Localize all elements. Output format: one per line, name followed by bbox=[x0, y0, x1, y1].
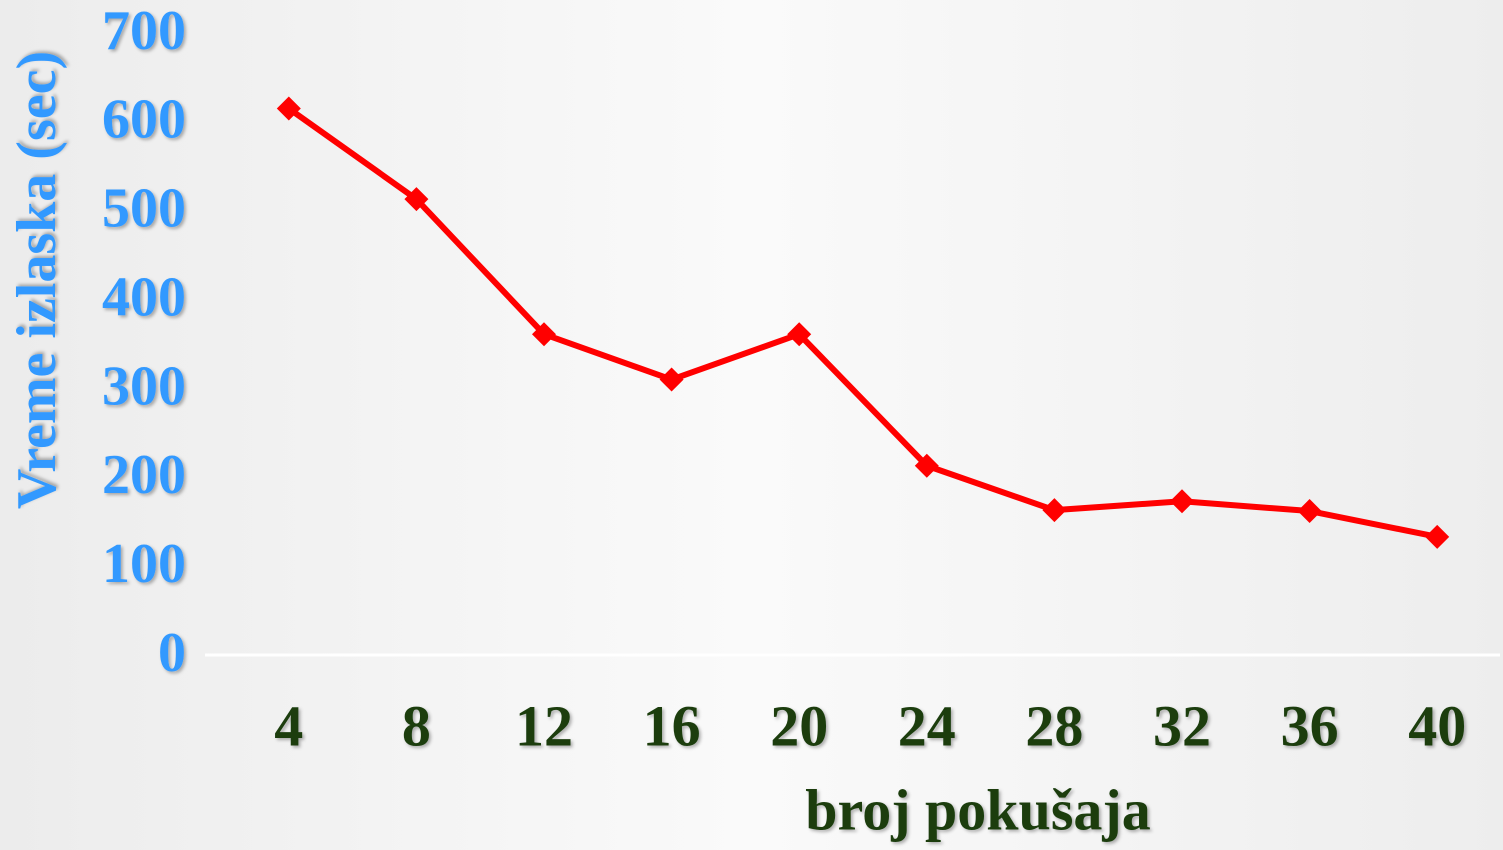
y-tick-label: 700 bbox=[102, 0, 186, 62]
marker bbox=[787, 322, 812, 347]
x-tick-label: 8 bbox=[402, 693, 431, 758]
x-tick-label: 4 bbox=[274, 693, 303, 758]
marker bbox=[1042, 498, 1067, 523]
y-tick-label: 100 bbox=[102, 533, 186, 595]
y-tick-label: 0 bbox=[158, 622, 186, 684]
x-axis-title: broj pokušaja bbox=[805, 777, 1150, 842]
y-tick-label: 500 bbox=[102, 178, 186, 240]
x-tick-label: 40 bbox=[1408, 693, 1466, 758]
x-tick-label: 12 bbox=[515, 693, 573, 758]
y-tick-label: 600 bbox=[102, 89, 186, 151]
marker bbox=[1170, 489, 1194, 514]
marker bbox=[404, 187, 429, 212]
x-tick-label: 24 bbox=[898, 693, 956, 758]
marker bbox=[1425, 524, 1450, 549]
y-axis-title: Vreme izlaska (sec) bbox=[6, 51, 68, 509]
x-tick-label: 28 bbox=[1025, 693, 1083, 758]
x-tick-label: 32 bbox=[1153, 693, 1211, 758]
x-tick-label: 16 bbox=[643, 693, 701, 758]
marker bbox=[276, 96, 301, 121]
line bbox=[287, 106, 1438, 540]
marker bbox=[532, 322, 556, 347]
marker bbox=[1297, 499, 1322, 524]
y-tick-label: 400 bbox=[102, 266, 186, 328]
x-tick-label: 36 bbox=[1281, 693, 1339, 758]
y-tick-label: 300 bbox=[102, 355, 186, 417]
marker bbox=[914, 453, 939, 478]
y-tick-label: 200 bbox=[102, 444, 186, 506]
x-tick-label: 20 bbox=[770, 693, 828, 758]
marker bbox=[659, 367, 684, 392]
